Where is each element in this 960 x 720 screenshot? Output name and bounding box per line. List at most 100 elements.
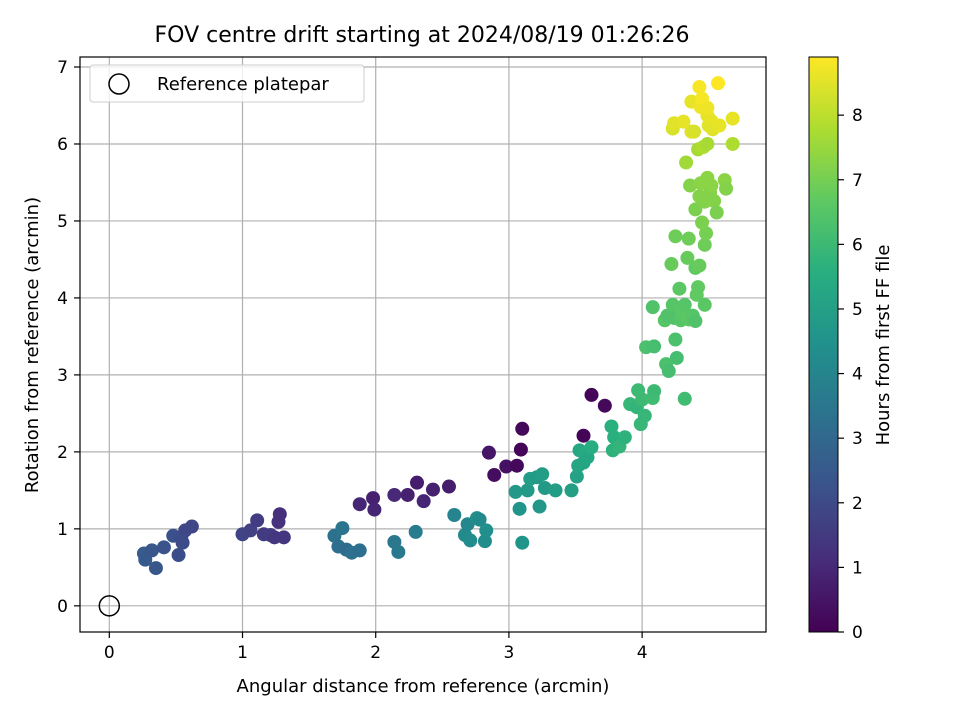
scatter-point [677, 391, 692, 406]
scatter-point [520, 483, 535, 498]
scatter-point [481, 445, 496, 460]
scatter-point [335, 521, 350, 536]
colorbar-tick-label: 7 [852, 171, 863, 191]
scatter-point [604, 419, 619, 434]
scatter-point [366, 491, 381, 506]
scatter-point [408, 524, 423, 539]
scatter-point [697, 237, 712, 252]
y-axis-ticks: 0 1 2 3 4 5 6 7 [57, 58, 80, 617]
scatter-point [576, 428, 591, 443]
scatter-point [487, 467, 502, 482]
colorbar-tick-label: 3 [852, 429, 863, 449]
scatter-point [515, 535, 530, 550]
scatter-point [537, 481, 552, 496]
scatter-point [681, 231, 696, 246]
scatter-point [499, 459, 514, 474]
scatter-point [700, 136, 715, 151]
scatter-point [692, 258, 707, 273]
scatter-point [697, 297, 712, 312]
scatter-point [668, 229, 683, 244]
scatter-point [672, 281, 687, 296]
y-axis-label: Rotation from reference (arcmin) [22, 197, 43, 493]
colorbar [808, 56, 839, 633]
colorbar-tick-label: 6 [852, 235, 863, 255]
chart-title: FOV centre drift starting at 2024/08/19 … [155, 23, 690, 48]
colorbar-tick-label: 2 [852, 494, 863, 514]
x-tick-label: 3 [504, 643, 515, 663]
scatter-point [617, 430, 632, 445]
scatter-point [477, 534, 492, 549]
scatter-point [272, 507, 287, 522]
scatter-point [635, 392, 650, 407]
scatter-point [584, 440, 599, 455]
x-tick-label: 0 [104, 643, 115, 663]
legend-marker [108, 73, 130, 95]
legend-entry-label: Reference platepar [157, 74, 329, 95]
scatter-point [687, 124, 702, 139]
legend-box [89, 64, 365, 103]
y-tick-label: 1 [57, 520, 68, 540]
scatter-point [647, 384, 662, 399]
scatter-point [661, 364, 676, 379]
scatter-point [688, 202, 703, 217]
scatter-point [184, 519, 199, 534]
colorbar-tick-label: 8 [852, 106, 863, 126]
scatter-point [515, 421, 530, 436]
x-tick-label: 4 [637, 643, 648, 663]
scatter-point [699, 226, 714, 241]
colorbar-tick-label: 5 [852, 300, 863, 320]
scatter-point [680, 250, 695, 265]
x-axis-label: Angular distance from reference (arcmin) [237, 676, 610, 697]
scatter-point [148, 561, 163, 576]
scatter-point [637, 408, 652, 423]
scatter-point [677, 297, 692, 312]
scatter-point [472, 512, 487, 527]
y-tick-label: 4 [57, 289, 68, 309]
scatter-point [512, 501, 527, 516]
scatter-point [645, 300, 660, 315]
x-axis-ticks: 0 1 2 3 4 [104, 632, 648, 663]
scatter-point [352, 543, 367, 558]
scatter-point [509, 458, 524, 473]
scatter-point [548, 483, 563, 498]
scatter-point [597, 398, 612, 413]
colorbar-tick-label: 4 [852, 365, 863, 385]
y-tick-label: 3 [57, 366, 68, 386]
scatter-point [276, 530, 291, 545]
y-tick-label: 5 [57, 212, 68, 232]
scatter-point [441, 479, 456, 494]
scatter-point [669, 350, 684, 365]
scatter-point [691, 280, 706, 295]
scatter-point [719, 181, 734, 196]
scatter-point [683, 178, 698, 193]
scatter-points [136, 76, 740, 576]
scatter-point [175, 535, 190, 550]
scatter-point [704, 178, 719, 193]
scatter-point [711, 76, 726, 91]
scatter-point [425, 482, 440, 497]
scatter-point [709, 205, 724, 220]
y-tick-label: 0 [57, 597, 68, 617]
x-tick-label: 2 [370, 643, 381, 663]
scatter-point [584, 387, 599, 402]
scatter-point [569, 469, 584, 484]
colorbar-tick-label: 0 [852, 623, 863, 643]
scatter-point [479, 523, 494, 538]
scatter-point [250, 513, 265, 528]
colorbar-label: Hours from first FF file [873, 245, 894, 446]
plot-frame [79, 56, 767, 633]
scatter-point [695, 215, 710, 230]
scatter-point [676, 114, 691, 129]
y-tick-label: 7 [57, 58, 68, 78]
scatter-point [679, 155, 694, 170]
scatter-point [447, 507, 462, 522]
scatter-point [532, 499, 547, 514]
scatter-point [707, 193, 722, 208]
scatter-point [144, 543, 159, 558]
scatter-point [416, 494, 431, 509]
scatter-point [391, 544, 406, 559]
scatter-point [463, 533, 478, 548]
scatter-point [156, 540, 171, 555]
scatter-point [725, 111, 740, 126]
scatter-point [700, 100, 715, 115]
